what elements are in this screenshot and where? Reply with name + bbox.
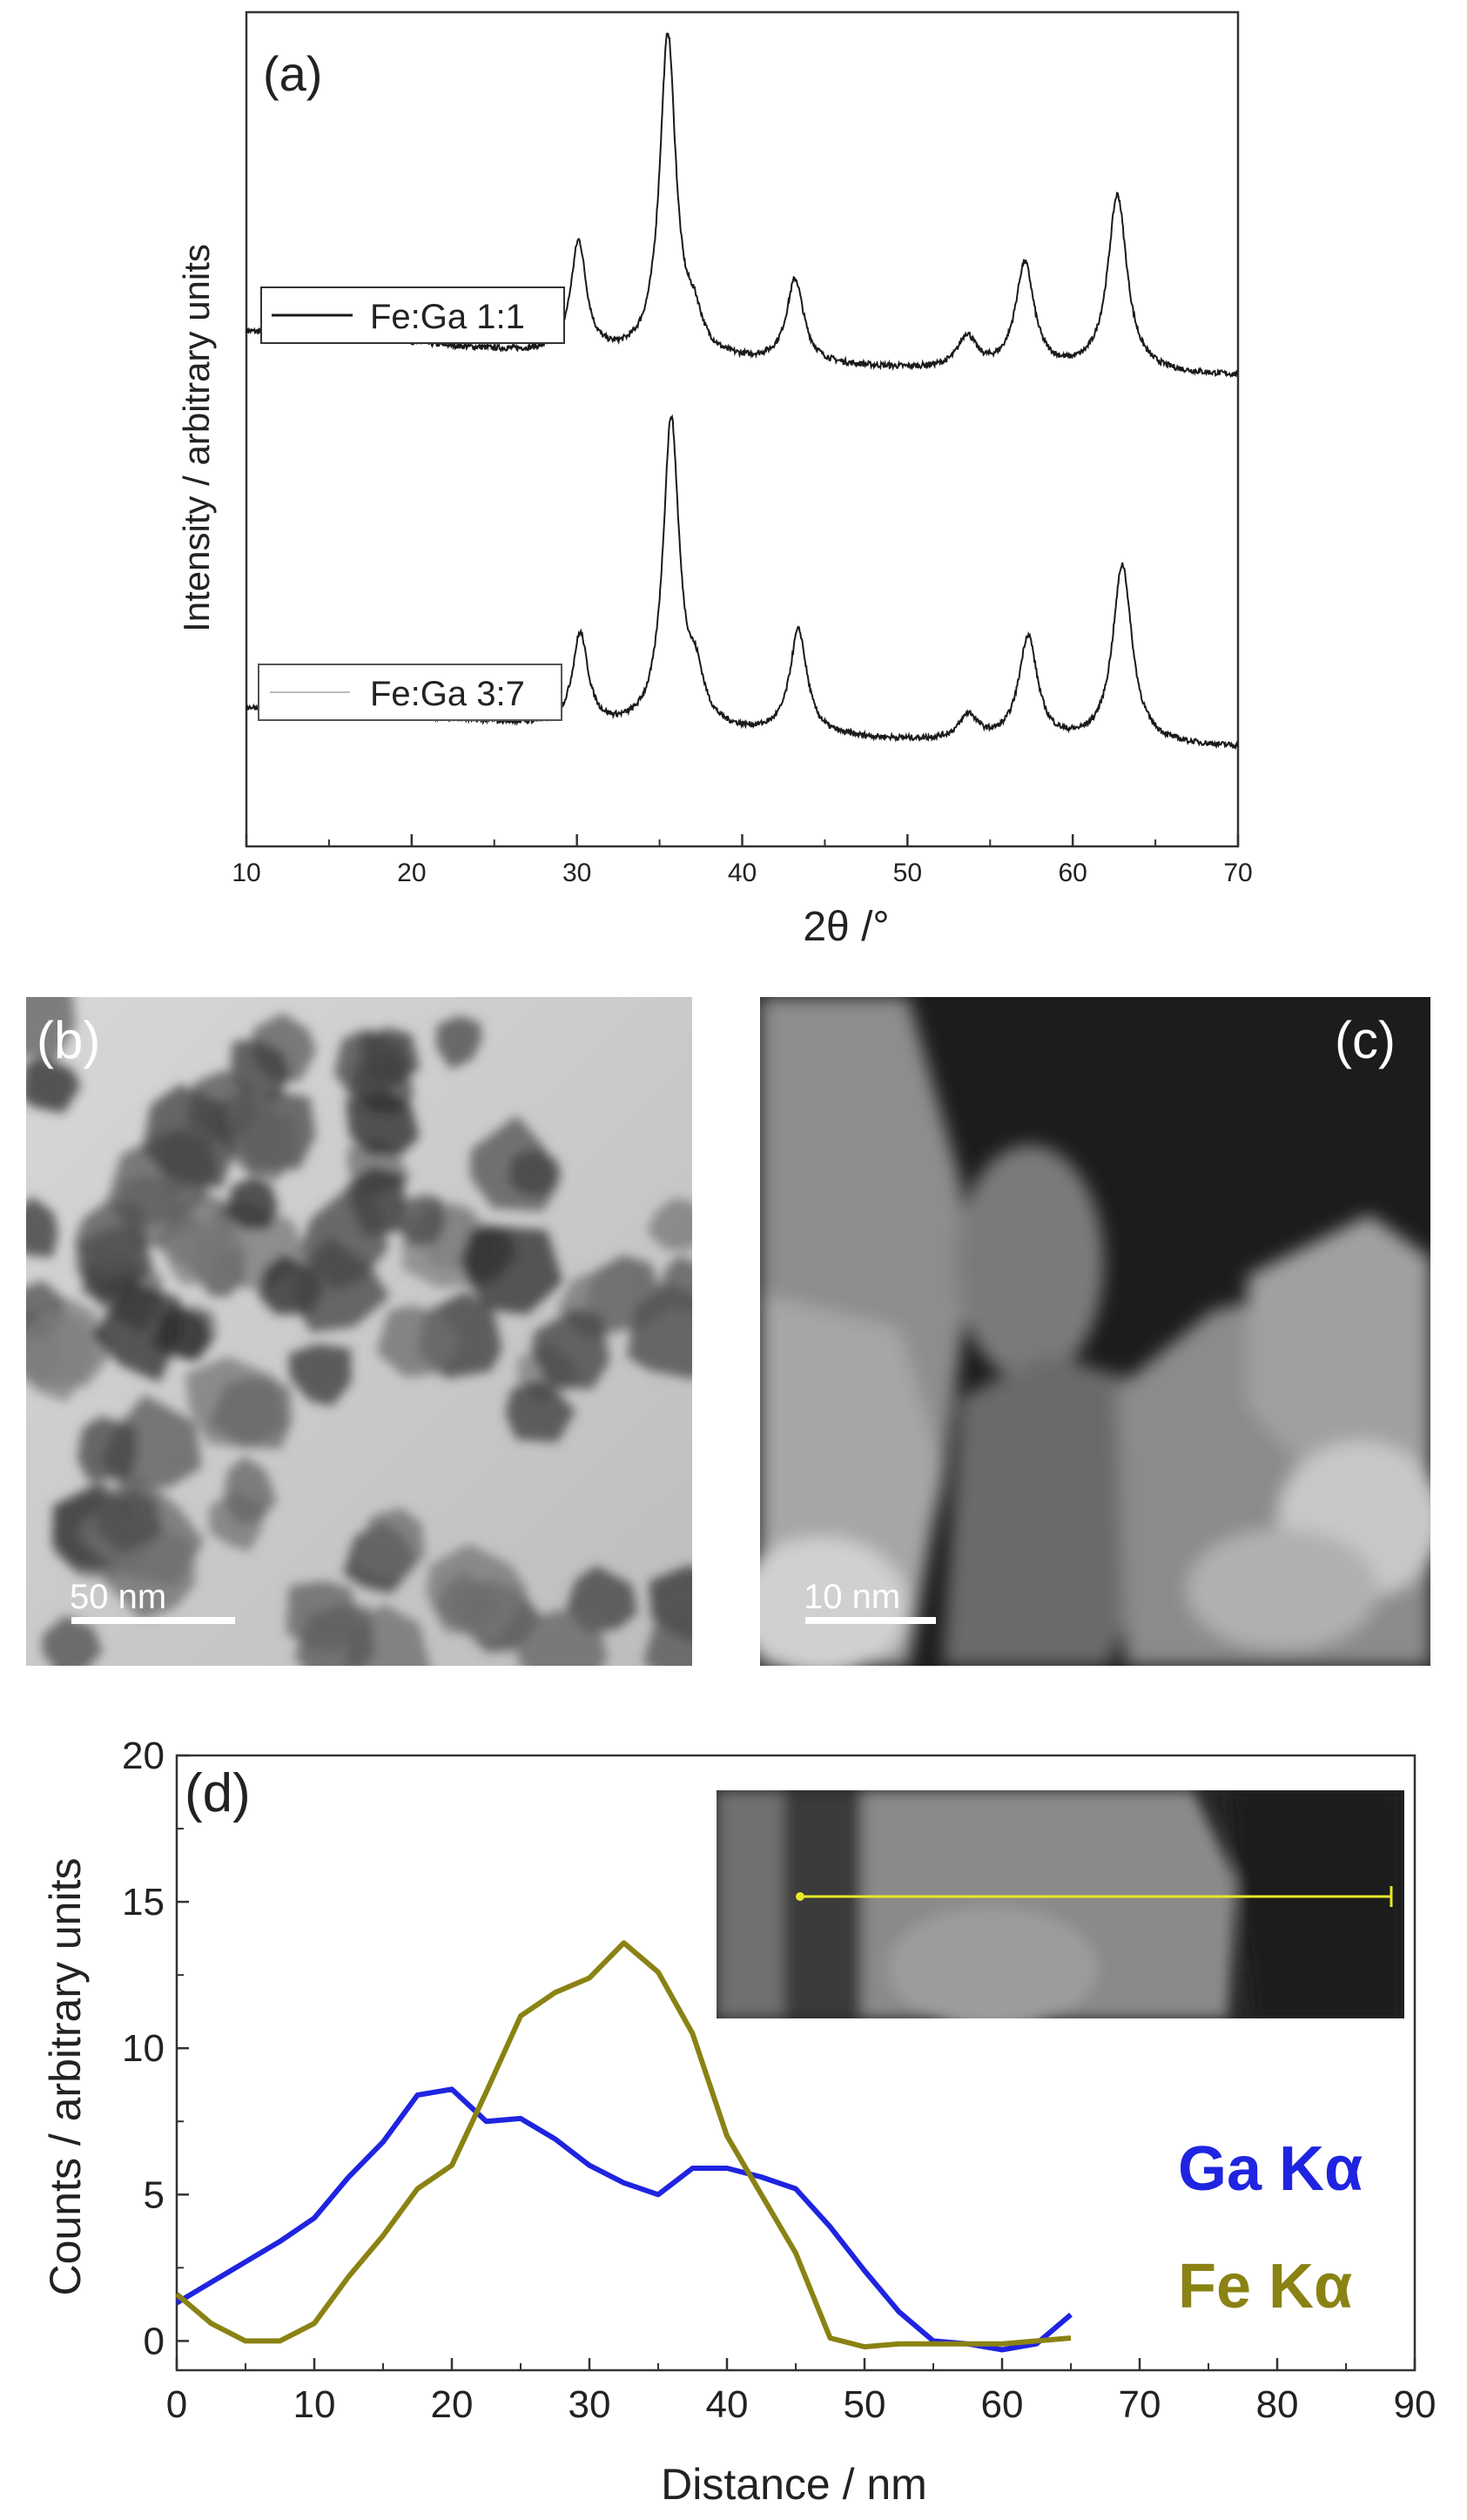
legend-ga-ka: Ga Kα	[1178, 2134, 1363, 2204]
panel-b-scalebar-label: 50 nm	[70, 1578, 166, 1616]
panel-d-xtick-label: 90	[1394, 2383, 1437, 2426]
panel-d-xtick-label: 50	[844, 2383, 886, 2426]
panel-a-xtick-label: 40	[728, 859, 757, 887]
panel-d-xtick-label: 60	[981, 2383, 1024, 2426]
panel-b-overlay: (b) 50 nm	[37, 1011, 235, 1624]
panel-a-xtick-label: 10	[232, 859, 260, 887]
panel-d-chart: 0 10 20 30 40 50 60 70 80 90 0 5 10 15 20 (d) Counts /…	[41, 1735, 1436, 2509]
panel-d-xtick-label: 10	[293, 2383, 336, 2426]
xrd-line-fe-ga-1-1	[246, 32, 1239, 379]
panel-d-xlabel: Distance / nm	[661, 2460, 927, 2509]
fe-ka-line	[175, 1940, 1072, 2350]
panel-d-xtick-label: 0	[166, 2383, 187, 2426]
panel-d-label: (d)	[185, 1763, 251, 1823]
haadf-particles-c	[760, 997, 1430, 1666]
panel-a-xtick-label: 50	[893, 859, 922, 887]
panel-d-ytick-label: 15	[122, 1881, 165, 1924]
panel-d-xtick-label: 70	[1119, 2383, 1161, 2426]
tem-particles-b	[26, 997, 692, 1666]
panel-b-tem-image	[26, 997, 692, 1666]
panel-c-overlay: (c) 10 nm	[804, 1011, 1396, 1624]
legend-fe-ga-3-7: Fe:Ga 3:7	[258, 664, 562, 721]
ga-ka-line	[175, 2086, 1073, 2353]
legend-fe-ka: Fe Kα	[1178, 2252, 1352, 2321]
panel-a-chart: 10 20 30 40 50 60 70 (a) Intensity / arbitrary…	[176, 10, 1253, 950]
panel-a-ylabel: Intensity / arbitrary units	[176, 244, 217, 632]
panel-a-xtick-label: 30	[562, 859, 591, 887]
panel-c-scalebar-label: 10 nm	[804, 1578, 900, 1616]
panel-a-xtick-label: 70	[1223, 859, 1252, 887]
panel-a-axes: 10 20 30 40 50 60 70	[232, 10, 1253, 887]
panel-d-ylabel: Counts / arbitrary units	[41, 1858, 90, 2296]
panel-d-ytick-label: 5	[144, 2173, 165, 2216]
panel-d-ytick-label: 0	[144, 2320, 165, 2362]
panel-a-xtick-label: 20	[397, 859, 426, 887]
panel-d-ytick-label: 10	[122, 2027, 165, 2070]
panel-b-scalebar	[71, 1617, 235, 1624]
panel-d-axes: 0 10 20 30 40 50 60 70 80 90 0 5 10 15 20	[122, 1735, 1436, 2426]
panel-d-xtick-label: 30	[569, 2383, 611, 2426]
panel-b-label: (b)	[37, 1011, 100, 1069]
panel-d-inset-image	[717, 1790, 1404, 2018]
panel-c-scalebar	[805, 1617, 936, 1624]
panel-c-label: (c)	[1335, 1011, 1396, 1069]
panel-d-xtick-label: 20	[431, 2383, 474, 2426]
legend-fe-ga-1-1-label: Fe:Ga 1:1	[370, 298, 525, 336]
panel-d-xtick-label: 80	[1256, 2383, 1299, 2426]
panel-c-haadf-image	[760, 997, 1430, 1666]
panel-a-xlabel: 2θ /°	[803, 904, 889, 950]
panel-d-plot-area	[175, 1940, 1073, 2353]
panel-d-ytick-label: 20	[122, 1735, 165, 1777]
panel-a-xtick-label: 60	[1058, 859, 1087, 887]
panel-a-plot-area	[246, 32, 1239, 751]
legend-fe-ga-3-7-label: Fe:Ga 3:7	[370, 675, 525, 713]
panel-d-xtick-label: 40	[706, 2383, 749, 2426]
panel-a-label: (a)	[263, 46, 322, 101]
legend-fe-ga-1-1: Fe:Ga 1:1	[260, 286, 565, 344]
